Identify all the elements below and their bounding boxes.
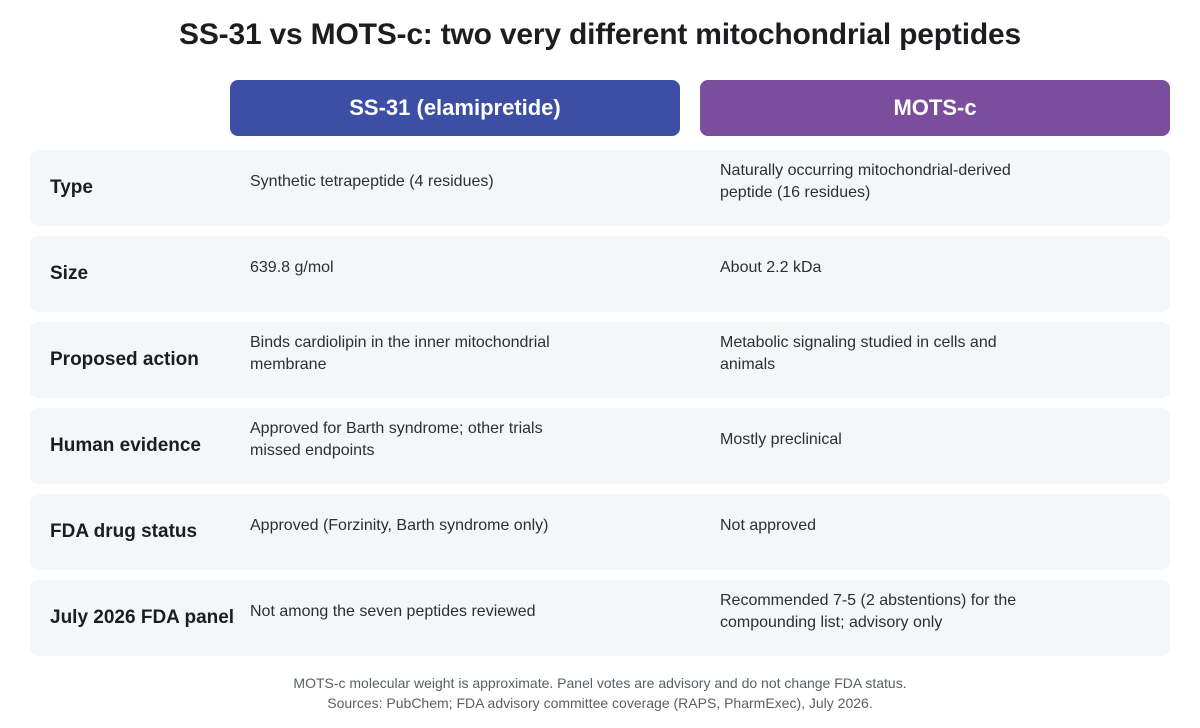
ss31-cell: Binds cardiolipin in the inner mitochond…	[250, 334, 550, 373]
table-row: Human evidence Approved for Barth syndro…	[30, 408, 1170, 484]
footnote-sources: Sources: PubChem; FDA advisory committee…	[327, 695, 873, 711]
mots-c-cell: Not approved	[720, 517, 817, 534]
column-header-ss31: SS-31 (elamipretide)	[230, 80, 680, 136]
row-label: Size	[50, 263, 89, 284]
table-row: Size 639.8 g/mol About 2.2 kDa	[30, 236, 1170, 312]
mots-c-cell: Naturally occurring mitochondrial-derive…	[720, 162, 1011, 201]
ss31-cell: Not among the seven peptides reviewed	[250, 603, 536, 620]
ss31-cell: Synthetic tetrapeptide (4 residues)	[250, 173, 494, 190]
ss31-cell: Approved (Forzinity, Barth syndrome only…	[250, 517, 549, 534]
table-row: Proposed action Binds cardiolipin in the…	[30, 322, 1170, 398]
table-row: FDA drug status Approved (Forzinity, Bar…	[30, 494, 1170, 570]
row-label: FDA drug status	[50, 521, 198, 542]
column-header-mots-c: MOTS-c	[700, 80, 1170, 136]
page-title: SS-31 vs MOTS-c: two very different mito…	[179, 18, 1021, 51]
mots-c-cell: Metabolic signaling studied in cells and…	[720, 334, 997, 373]
table-row: July 2026 FDA panel Not among the seven …	[30, 580, 1170, 656]
row-label: Type	[50, 177, 93, 198]
mots-c-cell: Recommended 7-5 (2 abstentions) for the …	[720, 592, 1017, 631]
mots-c-cell: Mostly preclinical	[720, 431, 842, 448]
row-label: July 2026 FDA panel	[50, 607, 235, 628]
ss31-cell: 639.8 g/mol	[250, 259, 334, 276]
row-label: Human evidence	[50, 435, 201, 456]
table-row: Type Synthetic tetrapeptide (4 residues)…	[30, 150, 1170, 226]
row-label: Proposed action	[50, 349, 199, 370]
ss31-cell: Approved for Barth syndrome; other trial…	[250, 420, 543, 459]
footnote-note: MOTS-c molecular weight is approximate. …	[293, 675, 907, 691]
mots-c-cell: About 2.2 kDa	[720, 259, 822, 276]
